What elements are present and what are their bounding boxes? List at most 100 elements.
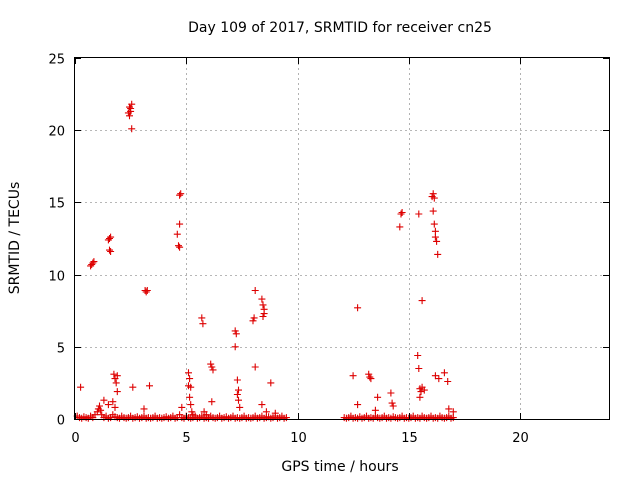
y-tick-label: 5 — [57, 342, 65, 357]
data-point — [187, 383, 195, 391]
data-point — [415, 365, 423, 372]
data-point — [444, 378, 452, 385]
data-point — [93, 408, 101, 416]
data-point — [185, 369, 192, 377]
data-point — [445, 405, 453, 413]
data-point — [418, 297, 426, 305]
data-point — [354, 304, 362, 312]
y-tick-label: 20 — [48, 125, 65, 140]
data-point — [231, 327, 239, 335]
data-point — [202, 411, 210, 419]
data-point — [96, 402, 103, 410]
data-point — [354, 401, 362, 409]
y-tick-label: 0 — [57, 414, 65, 429]
tick-labels: 0 5 10 15 20 0 5 10 15 20 25 — [48, 53, 528, 447]
data-point — [97, 406, 105, 414]
data-point — [207, 360, 215, 368]
grid-lines — [75, 58, 609, 419]
plot-frame — [74, 57, 610, 420]
data-point — [178, 403, 186, 411]
data-point — [416, 393, 424, 401]
data-point — [186, 393, 194, 401]
data-point — [398, 209, 406, 216]
data-point — [251, 363, 259, 371]
data-point — [430, 220, 438, 228]
data-point — [176, 243, 184, 251]
data-point — [126, 103, 133, 111]
x-tick-label: 0 — [71, 431, 79, 446]
data-point — [267, 379, 275, 387]
data-point — [365, 370, 373, 378]
data-point — [175, 242, 182, 250]
data-point — [208, 398, 216, 406]
x-tick-label: 10 — [290, 431, 307, 446]
data-point — [387, 389, 395, 397]
data-point — [233, 391, 241, 398]
data-point — [258, 401, 266, 409]
data-point — [249, 317, 257, 325]
data-point — [349, 372, 357, 380]
data-point — [111, 403, 119, 411]
data-point — [198, 314, 206, 322]
data-point — [129, 383, 137, 391]
data-points — [73, 100, 457, 422]
data-point — [429, 190, 437, 198]
data-point — [271, 409, 279, 417]
data-point — [440, 369, 448, 377]
y-tick-label: 25 — [48, 53, 65, 68]
data-point — [106, 246, 113, 254]
y-tick-label: 15 — [48, 197, 65, 212]
data-point — [128, 125, 136, 133]
axis-ticks — [75, 58, 609, 420]
data-point — [186, 375, 194, 383]
data-point — [112, 379, 120, 387]
data-point — [232, 330, 240, 338]
data-point — [251, 287, 259, 294]
x-tick-label: 5 — [182, 431, 190, 446]
data-point — [233, 376, 241, 384]
data-point — [429, 207, 437, 215]
data-point — [260, 310, 268, 318]
data-point — [199, 320, 207, 328]
data-point — [113, 388, 121, 396]
data-point — [431, 233, 439, 241]
data-point — [434, 250, 442, 258]
data-point — [140, 405, 148, 413]
x-tick-label: 15 — [401, 431, 418, 446]
data-point — [146, 382, 153, 390]
data-point — [414, 352, 422, 359]
y-tick-label: 10 — [48, 270, 65, 285]
data-point — [420, 386, 428, 394]
data-point — [77, 383, 85, 391]
data-point — [113, 372, 121, 380]
data-point — [258, 295, 266, 303]
data-point — [366, 373, 374, 381]
data-point — [142, 288, 150, 296]
data-point — [236, 403, 244, 411]
data-point — [259, 301, 267, 309]
data-point — [89, 259, 97, 267]
data-point — [209, 366, 217, 374]
chart-title: Day 109 of 2017, SRMTID for receiver cn2… — [188, 20, 492, 36]
x-tick-label: 20 — [512, 431, 529, 446]
data-point — [176, 191, 184, 199]
data-point — [106, 235, 113, 242]
data-point — [109, 398, 117, 406]
data-point — [388, 399, 396, 407]
data-point — [415, 210, 423, 218]
data-point — [431, 372, 439, 380]
data-point — [235, 396, 242, 404]
data-point — [104, 401, 112, 409]
data-point — [177, 190, 185, 198]
data-point — [143, 287, 151, 294]
data-point — [107, 233, 115, 241]
data-point — [397, 210, 405, 218]
x-axis-label: GPS time / hours — [281, 459, 398, 475]
data-point — [262, 408, 270, 416]
data-point — [107, 248, 115, 255]
data-point — [389, 402, 397, 410]
data-point — [449, 408, 457, 416]
data-point — [250, 314, 258, 322]
data-point — [127, 107, 135, 115]
data-point — [176, 220, 184, 228]
